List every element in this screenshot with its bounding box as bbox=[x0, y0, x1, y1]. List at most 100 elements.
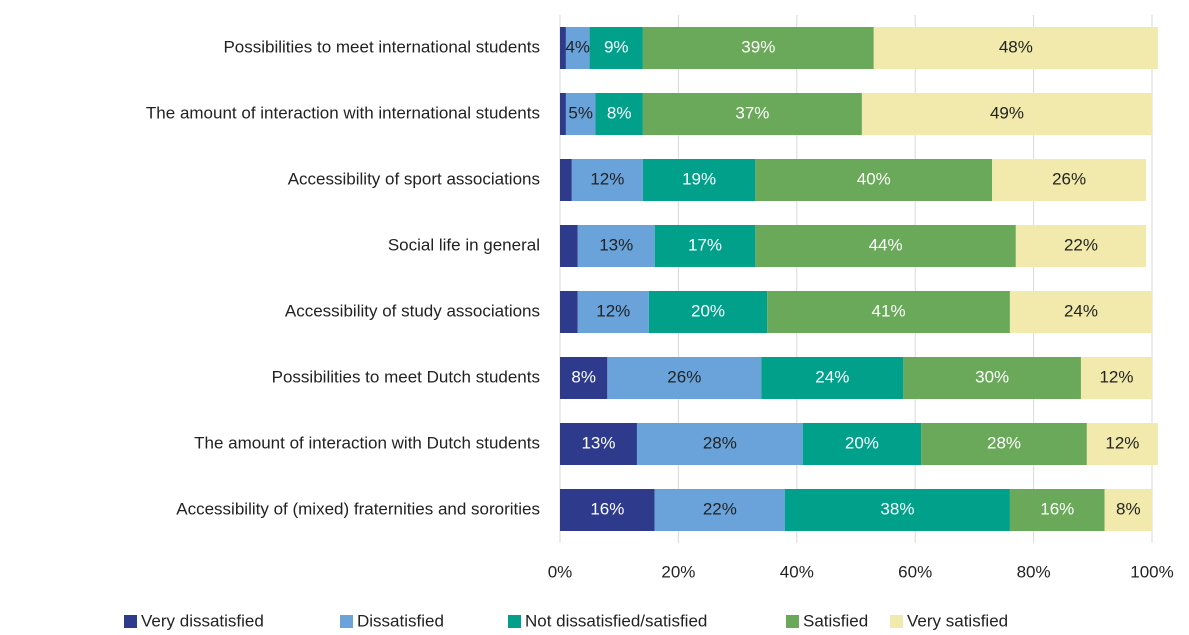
data-label: 28% bbox=[987, 433, 1021, 452]
bar-segment bbox=[648, 291, 768, 333]
data-label: 44% bbox=[869, 235, 903, 254]
x-tick-label: 100% bbox=[1130, 562, 1173, 581]
data-label: 16% bbox=[1040, 499, 1074, 518]
category-label: Accessibility of (mixed) fraternities an… bbox=[176, 499, 540, 518]
bar-segment bbox=[607, 357, 762, 399]
bar-segment bbox=[577, 291, 649, 333]
data-label: 40% bbox=[857, 169, 891, 188]
bar-segment bbox=[560, 489, 655, 531]
bar-segment bbox=[873, 27, 1158, 69]
data-label: 5% bbox=[568, 103, 593, 122]
bar-segment bbox=[755, 225, 1016, 267]
data-label: 12% bbox=[596, 301, 630, 320]
x-tick-label: 20% bbox=[661, 562, 695, 581]
data-label: 9% bbox=[604, 37, 629, 56]
data-label: 22% bbox=[1064, 235, 1098, 254]
category-label: Possibilities to meet international stud… bbox=[223, 37, 540, 56]
bar-segment bbox=[1009, 291, 1152, 333]
category-label: Social life in general bbox=[388, 235, 540, 254]
data-label: 4% bbox=[565, 37, 590, 56]
legend-swatch bbox=[890, 615, 903, 628]
data-label: 17% bbox=[688, 235, 722, 254]
bar-segment bbox=[1015, 225, 1147, 267]
data-label: 37% bbox=[735, 103, 769, 122]
bar-segment bbox=[1104, 489, 1152, 531]
bar-segment bbox=[560, 291, 578, 333]
legend-swatch bbox=[340, 615, 353, 628]
bar-segment bbox=[767, 291, 1010, 333]
bar-segment bbox=[642, 93, 862, 135]
legend-swatch bbox=[124, 615, 137, 628]
x-tick-label: 0% bbox=[548, 562, 573, 581]
bar-segment bbox=[560, 93, 566, 135]
legend-label: Very satisfied bbox=[907, 611, 1008, 630]
bar-segment bbox=[755, 159, 993, 201]
data-label: 13% bbox=[599, 235, 633, 254]
bar-segment bbox=[654, 489, 785, 531]
data-label: 8% bbox=[1116, 499, 1141, 518]
category-label: Accessibility of sport associations bbox=[288, 169, 540, 188]
category-label: Possibilities to meet Dutch students bbox=[272, 367, 540, 386]
bar-segment bbox=[595, 93, 643, 135]
category-label: Accessibility of study associations bbox=[285, 301, 540, 320]
bar-segment bbox=[560, 27, 566, 69]
bar-segment bbox=[921, 423, 1087, 465]
data-label: 12% bbox=[1105, 433, 1139, 452]
bar-segment bbox=[802, 423, 922, 465]
bar-segment bbox=[565, 27, 590, 69]
legend-label: Not dissatisfied/satisfied bbox=[525, 611, 707, 630]
data-label: 13% bbox=[581, 433, 615, 452]
data-label: 16% bbox=[590, 499, 624, 518]
data-label: 39% bbox=[741, 37, 775, 56]
bar-segment bbox=[642, 159, 756, 201]
legend-label: Satisfied bbox=[803, 611, 868, 630]
bar-segment bbox=[761, 357, 904, 399]
data-label: 24% bbox=[815, 367, 849, 386]
category-label: The amount of interaction with internati… bbox=[146, 103, 540, 122]
legend-label: Dissatisfied bbox=[357, 611, 444, 630]
data-label: 28% bbox=[703, 433, 737, 452]
bar-segment bbox=[560, 357, 608, 399]
bar-segment bbox=[861, 93, 1152, 135]
bar-segment bbox=[1086, 423, 1158, 465]
bar-segment bbox=[1080, 357, 1152, 399]
bar-segment bbox=[1009, 489, 1105, 531]
data-label: 26% bbox=[667, 367, 701, 386]
data-label: 19% bbox=[682, 169, 716, 188]
data-label: 20% bbox=[691, 301, 725, 320]
data-label: 22% bbox=[703, 499, 737, 518]
data-label: 49% bbox=[990, 103, 1024, 122]
x-tick-label: 60% bbox=[898, 562, 932, 581]
data-label: 26% bbox=[1052, 169, 1086, 188]
legend-swatch bbox=[508, 615, 521, 628]
legend-swatch bbox=[786, 615, 799, 628]
bar-segment bbox=[560, 423, 637, 465]
bar-segment bbox=[636, 423, 803, 465]
data-label: 12% bbox=[590, 169, 624, 188]
x-tick-label: 40% bbox=[780, 562, 814, 581]
bar-segment bbox=[560, 225, 578, 267]
bar-segment bbox=[565, 93, 596, 135]
data-label: 8% bbox=[607, 103, 632, 122]
bar-segment bbox=[654, 225, 756, 267]
data-label: 38% bbox=[880, 499, 914, 518]
data-label: 12% bbox=[1099, 367, 1133, 386]
bar-segment bbox=[589, 27, 643, 69]
x-tick-label: 80% bbox=[1017, 562, 1051, 581]
category-label: The amount of interaction with Dutch stu… bbox=[194, 433, 540, 452]
data-label: 48% bbox=[999, 37, 1033, 56]
bar-segment bbox=[560, 159, 572, 201]
data-label: 30% bbox=[975, 367, 1009, 386]
data-label: 8% bbox=[571, 367, 596, 386]
bar-segment bbox=[903, 357, 1081, 399]
bar-segment bbox=[571, 159, 643, 201]
legend-label: Very dissatisfied bbox=[141, 611, 264, 630]
bar-segment bbox=[992, 159, 1147, 201]
data-label: 20% bbox=[845, 433, 879, 452]
bar-segment bbox=[642, 27, 874, 69]
bar-segment bbox=[577, 225, 655, 267]
data-label: 24% bbox=[1064, 301, 1098, 320]
data-label: 41% bbox=[872, 301, 906, 320]
bar-segment bbox=[784, 489, 1010, 531]
